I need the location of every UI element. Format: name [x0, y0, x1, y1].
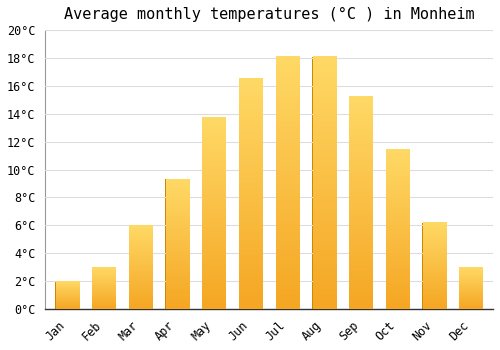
Bar: [276, 57, 299, 309]
Title: Average monthly temperatures (°C ) in Monheim: Average monthly temperatures (°C ) in Mo…: [64, 7, 474, 22]
Bar: [128, 225, 152, 309]
Bar: [459, 267, 483, 309]
Bar: [422, 223, 446, 309]
Bar: [92, 267, 116, 309]
Bar: [166, 179, 190, 309]
Bar: [202, 118, 226, 309]
Bar: [386, 150, 409, 309]
Bar: [56, 281, 79, 309]
Bar: [312, 57, 336, 309]
Bar: [239, 79, 262, 309]
Bar: [349, 97, 373, 309]
